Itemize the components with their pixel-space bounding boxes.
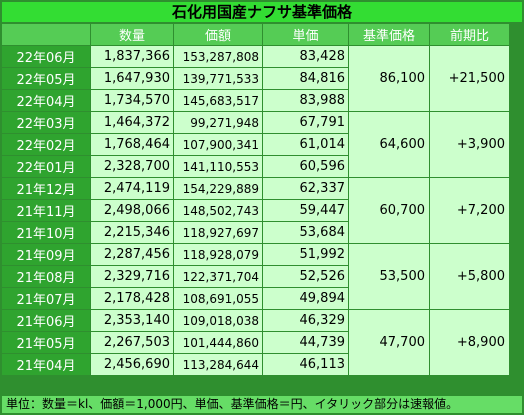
unit-price-cell: 84,816 (263, 68, 348, 89)
unit-price-cell: 60,596 (263, 156, 348, 177)
table-row: 22年02月 1,768,464 107,900,341 61,014 (2, 134, 509, 155)
base-price-cell: 86,100 (349, 46, 429, 111)
table-row: 22年04月 1,734,570 145,683,517 83,988 (2, 90, 509, 111)
month-cell: 21年12月 (2, 178, 90, 199)
quantity-cell: 1,464,372 (91, 112, 173, 133)
table-row: 21年05月 2,267,503 101,444,860 44,739 (2, 332, 509, 353)
unit-price-cell: 53,684 (263, 222, 348, 243)
table-row: 21年04月 2,456,690 113,284,644 46,113 (2, 354, 509, 375)
unit-price-cell: 61,014 (263, 134, 348, 155)
month-cell: 22年05月 (2, 68, 90, 89)
table-row: 21年06月 2,353,140 109,018,038 46,329 47,700 +8… (2, 310, 509, 375)
unit-price-cell: 83,988 (263, 90, 348, 111)
value-cell: 108,691,055 (174, 288, 262, 309)
value-cell: 148,502,743 (174, 200, 262, 221)
unit-price-cell: 83,428 (263, 46, 348, 67)
change-cell: +7,200 (430, 178, 509, 243)
value-cell: 107,900,341 (174, 134, 262, 155)
month-cell: 21年04月 (2, 354, 90, 375)
header-corner (2, 24, 90, 45)
value-cell: 99,271,948 (174, 112, 262, 133)
value-cell: 122,371,704 (174, 266, 262, 287)
value-cell: 145,683,517 (174, 90, 262, 111)
month-cell: 22年04月 (2, 90, 90, 111)
table-row: 21年07月 2,178,428 108,691,055 49,894 (2, 288, 509, 309)
base-price-cell: 64,600 (349, 112, 429, 177)
base-price-cell: 47,700 (349, 310, 429, 375)
unit-price-cell: 46,113 (263, 354, 348, 375)
table-row: 22年01月 2,328,700 141,110,553 60,596 (2, 156, 509, 177)
table-row: 22年06月 1,837,366 153,287,808 83,428 86,100 +2… (2, 46, 509, 111)
header-row: 数量 価額 単価 基準価格 前期比 (2, 24, 509, 45)
value-cell: 141,110,553 (174, 156, 262, 177)
value-cell: 139,771,533 (174, 68, 262, 89)
table-row: 22年03月 1,464,372 99,271,948 67,791 64,600 +3,… (2, 112, 509, 177)
quantity-cell: 2,474,119 (91, 178, 173, 199)
table-row: 21年09月 2,287,456 118,928,079 51,992 53,500 +5… (2, 244, 509, 309)
value-cell: 153,287,808 (174, 46, 262, 67)
value-cell: 118,928,079 (174, 244, 262, 265)
base-price-cell: 53,500 (349, 244, 429, 309)
change-cell: +5,800 (430, 244, 509, 309)
value-cell: 109,018,038 (174, 310, 262, 331)
month-cell: 21年06月 (2, 310, 90, 331)
unit-price-cell: 51,992 (263, 244, 348, 265)
quantity-cell: 2,215,346 (91, 222, 173, 243)
quantity-cell: 2,498,066 (91, 200, 173, 221)
quantity-cell: 2,178,428 (91, 288, 173, 309)
month-cell: 22年01月 (2, 156, 90, 177)
table-row: 21年10月 2,215,346 118,927,697 53,684 (2, 222, 509, 243)
header-value: 価額 (174, 24, 262, 45)
page-title: 石化用国産ナフサ基準価格 (2, 2, 522, 22)
quantity-cell: 2,353,140 (91, 310, 173, 331)
table-row: 21年12月 2,474,119 154,229,889 62,337 60,700 +7… (2, 178, 509, 243)
header-base-price: 基準価格 (349, 24, 429, 45)
month-cell: 21年05月 (2, 332, 90, 353)
unit-price-cell: 67,791 (263, 112, 348, 133)
units-footnote: 単位：数量＝kl、価額＝1,000円、単価、基準価格＝円、イタリック部分は速報値… (2, 396, 522, 413)
base-price-cell: 60,700 (349, 178, 429, 243)
quantity-cell: 1,647,930 (91, 68, 173, 89)
unit-price-cell: 49,894 (263, 288, 348, 309)
value-cell: 118,927,697 (174, 222, 262, 243)
change-cell: +21,500 (430, 46, 509, 111)
month-cell: 21年10月 (2, 222, 90, 243)
naphtha-price-table: 数量 価額 単価 基準価格 前期比 22年06月 1,837,366 153,287… (1, 23, 510, 376)
table-row: 21年08月 2,329,716 122,371,704 52,526 (2, 266, 509, 287)
value-cell: 154,229,889 (174, 178, 262, 199)
quantity-cell: 2,456,690 (91, 354, 173, 375)
header-quantity: 数量 (91, 24, 173, 45)
table-row: 21年11月 2,498,066 148,502,743 59,447 (2, 200, 509, 221)
change-cell: +8,900 (430, 310, 509, 375)
quantity-cell: 1,837,366 (91, 46, 173, 67)
table-body: 22年06月 1,837,366 153,287,808 83,428 86,100 +2… (2, 46, 509, 375)
month-cell: 22年06月 (2, 46, 90, 67)
header-unit-price: 単価 (263, 24, 348, 45)
month-cell: 21年07月 (2, 288, 90, 309)
quantity-cell: 1,768,464 (91, 134, 173, 155)
month-cell: 22年03月 (2, 112, 90, 133)
value-cell: 113,284,644 (174, 354, 262, 375)
change-cell: +3,900 (430, 112, 509, 177)
unit-price-cell: 44,739 (263, 332, 348, 353)
unit-price-cell: 62,337 (263, 178, 348, 199)
unit-price-cell: 59,447 (263, 200, 348, 221)
quantity-cell: 2,328,700 (91, 156, 173, 177)
month-cell: 21年11月 (2, 200, 90, 221)
quantity-cell: 2,267,503 (91, 332, 173, 353)
month-cell: 22年02月 (2, 134, 90, 155)
header-change: 前期比 (430, 24, 509, 45)
table-row: 22年05月 1,647,930 139,771,533 84,816 (2, 68, 509, 89)
value-cell: 101,444,860 (174, 332, 262, 353)
unit-price-cell: 46,329 (263, 310, 348, 331)
month-cell: 21年09月 (2, 244, 90, 265)
quantity-cell: 2,329,716 (91, 266, 173, 287)
month-cell: 21年08月 (2, 266, 90, 287)
quantity-cell: 2,287,456 (91, 244, 173, 265)
unit-price-cell: 52,526 (263, 266, 348, 287)
quantity-cell: 1,734,570 (91, 90, 173, 111)
